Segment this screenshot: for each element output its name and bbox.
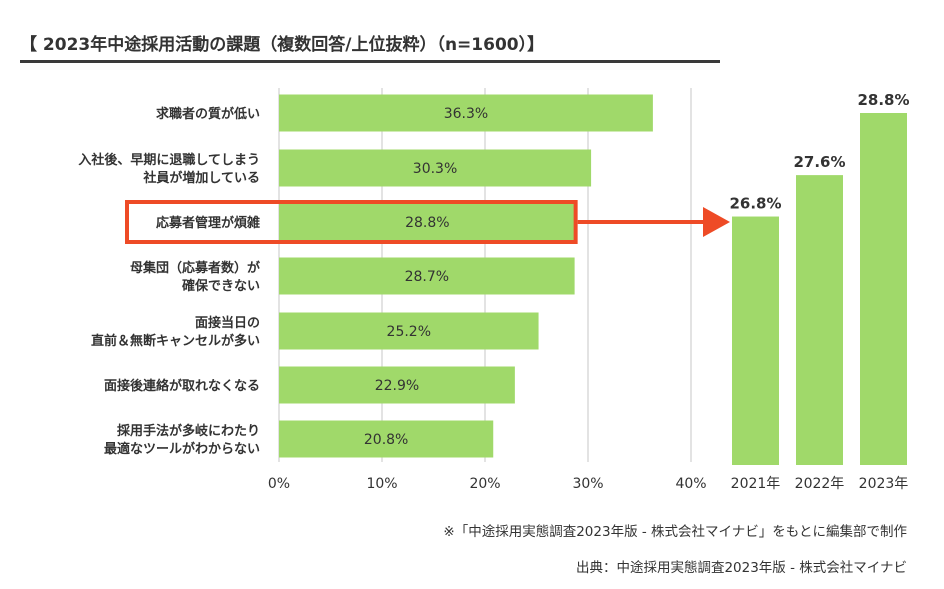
bar-value-label-2: 30.3%: [413, 161, 457, 177]
bar-value-label-7: 20.8%: [364, 432, 408, 448]
year-bar-3: [860, 113, 907, 465]
bar-2: [279, 149, 592, 187]
bar-5: [279, 312, 539, 350]
horizontal-bar-chart: 36.3% 30.3% 28.8% 28.7% 25.2% 22.9% 20.8%: [279, 94, 653, 458]
category-label-1-line-1: 求職者の質が低い: [156, 106, 260, 122]
category-label-7-line-1: 採用手法が多岐にわたり: [117, 423, 260, 439]
category-label-4-line-2: 確保できない: [182, 278, 260, 294]
title-underline: [20, 60, 720, 63]
category-label-7-line-2: 最適なツールがわからない: [104, 441, 260, 457]
year-bar-value-2: 27.6%: [793, 153, 845, 171]
bar-value-label-4: 28.7%: [405, 269, 449, 285]
year-bar-value-3: 28.8%: [857, 91, 909, 109]
bar-value-label-3: 28.8%: [405, 215, 449, 231]
category-label-5-line-1: 面接当日の: [195, 315, 260, 331]
x-axis-ticks: 0% 10% 20% 30% 40%: [268, 476, 707, 492]
bar-1: [279, 94, 653, 132]
x-tick-label-10: 10%: [366, 476, 397, 492]
bar-3: [279, 203, 576, 241]
category-label-3-line-1: 応募者管理が煩雑: [156, 215, 260, 231]
bar-value-label-1: 36.3%: [444, 106, 488, 122]
x-tick-label-0: 0%: [268, 476, 290, 492]
x-tick-label-40: 40%: [675, 476, 706, 492]
source-credit: 出典：中途採用実態調査2023年版 - 株式会社マイナビ: [575, 560, 907, 576]
year-bar-2: [796, 175, 843, 465]
highlight-layer: [125, 200, 730, 244]
bar-value-label-5: 25.2%: [387, 324, 431, 340]
category-label-2-line-1: 入社後、早期に退職してしまう: [78, 152, 260, 168]
category-label-2-line-2: 社員が増加している: [142, 170, 260, 186]
highlight-arrow-head: [703, 207, 730, 237]
year-bar-1: [732, 216, 779, 465]
year-bar-value-1: 26.8%: [729, 195, 781, 213]
category-label-6-line-1: 面接後連絡が取れなくなる: [104, 378, 260, 394]
category-label-5-line-2: 直前＆無断キャンセルが多い: [91, 333, 260, 349]
year-label-2: 2022年: [795, 476, 845, 492]
category-label-4-line-1: 母集団（応募者数）が: [130, 260, 260, 276]
x-tick-label-20: 20%: [469, 476, 500, 492]
highlight-box: [125, 200, 578, 244]
year-bar-chart: 26.8% 2021年 27.6% 2022年 28.8% 2023年: [729, 91, 909, 492]
bar-value-label-6: 22.9%: [375, 378, 419, 394]
chart-title: 【 2023年中途採用活動の課題（複数回答/上位抜粋）（n=1600）】: [20, 35, 545, 55]
highlight-arrow-shaft: [577, 220, 705, 224]
year-label-1: 2021年: [731, 476, 781, 492]
bar-4: [279, 257, 575, 295]
year-label-3: 2023年: [859, 476, 909, 492]
x-tick-label-30: 30%: [572, 476, 603, 492]
bar-6: [279, 366, 515, 404]
bar-7: [279, 420, 494, 458]
category-labels: 求職者の質が低い入社後、早期に退職してしまう社員が増加している応募者管理が煩雑母…: [78, 106, 260, 457]
source-note: ※「中途採用実態調査2023年版 - 株式会社マイナビ」をもとに編集部で制作: [443, 524, 907, 540]
